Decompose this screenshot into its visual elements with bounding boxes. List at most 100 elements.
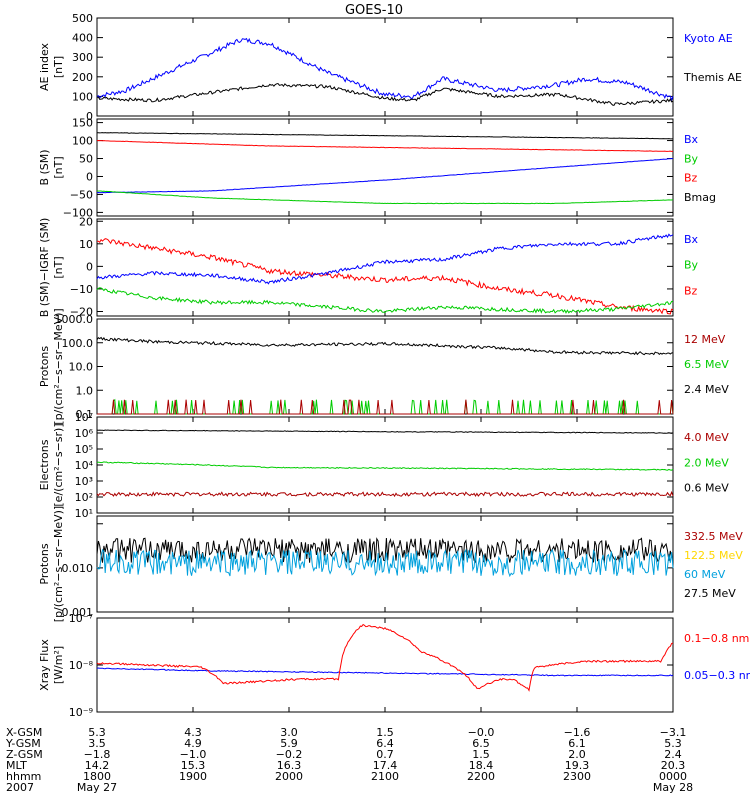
ephemeris-value-3-2: 16.3 bbox=[277, 759, 302, 772]
date-start: May 27 bbox=[77, 781, 117, 794]
legend-bsm-2: Bz bbox=[684, 172, 698, 185]
y-tick-label-electrons-4: 10³ bbox=[75, 475, 93, 488]
ephemeris-value-0-4: −0.0 bbox=[468, 726, 495, 739]
y-tick-label-bsmigrf-0: 20 bbox=[79, 215, 93, 228]
legend-protons-1: 6.5 MeV bbox=[684, 358, 729, 371]
ephemeris-value-3-4: 18.4 bbox=[469, 759, 494, 772]
y-tick-label-protons-3: 1.0 bbox=[76, 384, 94, 397]
y-tick-label-bsmigrf-2: 0 bbox=[86, 260, 93, 273]
series-electrons-0 bbox=[96, 429, 674, 434]
y-tick-label-ae-4: 100 bbox=[72, 90, 93, 103]
legend-hiprotons-2: 60 MeV bbox=[684, 568, 726, 581]
y-axis-units-ae: [nT] bbox=[52, 56, 65, 78]
legend-bsm-0: Bx bbox=[684, 133, 699, 146]
series-protons-2 bbox=[97, 399, 674, 415]
y-axis-units-bsm: [nT] bbox=[52, 156, 65, 178]
y-tick-label-electrons-1: 10⁶ bbox=[75, 427, 94, 440]
series-protons-0 bbox=[96, 336, 674, 356]
ephemeris-value-3-5: 19.3 bbox=[565, 759, 590, 772]
y-tick-label-protons-2: 10.0 bbox=[69, 361, 94, 374]
y-axis-label-bsmigrf: B (SM)−IGRF (SM) bbox=[38, 218, 51, 318]
y-tick-label-ae-5: 0 bbox=[86, 110, 93, 123]
y-tick-label-protons-1: 100.0 bbox=[62, 337, 94, 350]
legend-protons-2: 2.4 MeV bbox=[684, 383, 729, 396]
y-axis-units-bsmigrf: [nT] bbox=[52, 256, 65, 278]
ephemeris-value-4-1: 1900 bbox=[179, 770, 207, 783]
ephemeris-value-1-1: 4.9 bbox=[184, 737, 202, 750]
y-axis-label-bsm: B (SM) bbox=[38, 149, 51, 185]
y-tick-label-ae-2: 300 bbox=[72, 51, 93, 64]
legend-electrons-1: 2.0 MeV bbox=[684, 456, 729, 469]
ephemeris-label-0: X-GSM bbox=[6, 726, 42, 739]
y-axis-units-electrons: [e/(cm²−s−sr)] bbox=[52, 423, 65, 506]
panel-frame-protons bbox=[96, 318, 674, 415]
y-axis-label-hiprotons: Protons bbox=[38, 543, 51, 584]
ephemeris-value-0-2: 3.0 bbox=[280, 726, 298, 739]
legend-electrons-2: 0.6 MeV bbox=[684, 482, 729, 495]
series-bsm-3 bbox=[96, 190, 674, 205]
y-axis-label-xray: Xray Flux bbox=[38, 639, 51, 691]
ephemeris-value-4-5: 2300 bbox=[563, 770, 591, 783]
y-tick-label-electrons-5: 10² bbox=[75, 491, 93, 504]
ephemeris-value-0-6: −3.1 bbox=[660, 726, 687, 739]
y-tick-label-protons-4: 0.1 bbox=[76, 408, 94, 421]
y-tick-label-hiprotons-1: 0.010 bbox=[62, 562, 94, 575]
ephemeris-value-0-3: 1.5 bbox=[376, 726, 394, 739]
legend-bsmigrf-2: Bz bbox=[684, 284, 698, 297]
y-tick-label-bsmigrf-1: 10 bbox=[79, 238, 93, 251]
year-label: 2007 bbox=[6, 781, 34, 794]
y-tick-label-bsm-1: 100 bbox=[72, 135, 93, 148]
series-electrons-2 bbox=[96, 490, 674, 498]
legend-bsmigrf-1: By bbox=[684, 259, 699, 272]
y-tick-label-xray-1: 10⁻⁸ bbox=[69, 659, 94, 672]
plot-title: GOES-10 bbox=[345, 3, 403, 18]
ephemeris-label-2: Z-GSM bbox=[6, 748, 43, 761]
legend-electrons-0: 4.0 MeV bbox=[684, 431, 729, 444]
series-bsm-0 bbox=[96, 132, 673, 140]
series-electrons-1 bbox=[96, 461, 674, 471]
series-ae-1 bbox=[96, 82, 674, 106]
ephemeris-value-1-3: 6.4 bbox=[376, 737, 394, 750]
ephemeris-value-2-5: 2.0 bbox=[568, 748, 586, 761]
y-tick-label-protons-0: 1000.0 bbox=[55, 313, 94, 326]
y-tick-label-bsm-0: 150 bbox=[72, 117, 93, 130]
ephemeris-value-4-3: 2100 bbox=[371, 770, 399, 783]
y-axis-units-protons: [p/(cm²−s−sr−MeV)] bbox=[52, 308, 65, 424]
date-end: May 28 bbox=[653, 781, 693, 794]
legend-xray-0: 0.1−0.8 nm bbox=[684, 632, 749, 645]
ephemeris-value-2-4: 1.5 bbox=[472, 748, 490, 761]
y-tick-label-bsm-4: −50 bbox=[70, 188, 93, 201]
y-tick-label-bsmigrf-3: −10 bbox=[70, 283, 93, 296]
ephemeris-value-2-6: 2.4 bbox=[664, 748, 682, 761]
ephemeris-value-1-4: 6.5 bbox=[472, 737, 490, 750]
ephemeris-value-1-0: 3.5 bbox=[88, 737, 106, 750]
ephemeris-label-1: Y-GSM bbox=[5, 737, 41, 750]
ephemeris-value-4-2: 2000 bbox=[275, 770, 303, 783]
ephemeris-label-4: hhmm bbox=[6, 770, 41, 783]
ephemeris-value-4-4: 2200 bbox=[467, 770, 495, 783]
legend-xray-1: 0.05−0.3 nm bbox=[684, 669, 750, 682]
panel-frame-ae bbox=[96, 17, 674, 117]
panel-frame-bsmigrf bbox=[96, 218, 674, 317]
ephemeris-value-0-5: −1.6 bbox=[564, 726, 591, 739]
y-tick-label-electrons-6: 10¹ bbox=[75, 507, 93, 520]
y-tick-label-bsm-5: −100 bbox=[63, 206, 93, 219]
legend-bsmigrf-0: Bx bbox=[684, 233, 699, 246]
y-axis-label-protons: Protons bbox=[38, 346, 51, 387]
series-xray-1 bbox=[96, 623, 674, 692]
y-tick-label-bsm-2: 50 bbox=[79, 153, 93, 166]
legend-bsm-3: Bmag bbox=[684, 191, 716, 204]
ephemeris-value-1-6: 5.3 bbox=[664, 737, 682, 750]
y-tick-label-bsm-3: 0 bbox=[86, 170, 93, 183]
y-tick-label-ae-3: 200 bbox=[72, 71, 93, 84]
y-tick-label-electrons-0: 10⁷ bbox=[75, 411, 93, 424]
ephemeris-value-3-3: 17.4 bbox=[373, 759, 398, 772]
series-bsmigrf-1 bbox=[96, 233, 674, 285]
ephemeris-label-3: MLT bbox=[6, 759, 27, 772]
panel-frame-xray bbox=[96, 617, 674, 713]
ephemeris-value-3-1: 15.3 bbox=[181, 759, 206, 772]
series-bsm-2 bbox=[96, 158, 674, 194]
ephemeris-value-4-6: 0000 bbox=[659, 770, 687, 783]
y-axis-label-electrons: Electrons bbox=[38, 439, 51, 490]
series-bsmigrf-0 bbox=[97, 238, 674, 315]
